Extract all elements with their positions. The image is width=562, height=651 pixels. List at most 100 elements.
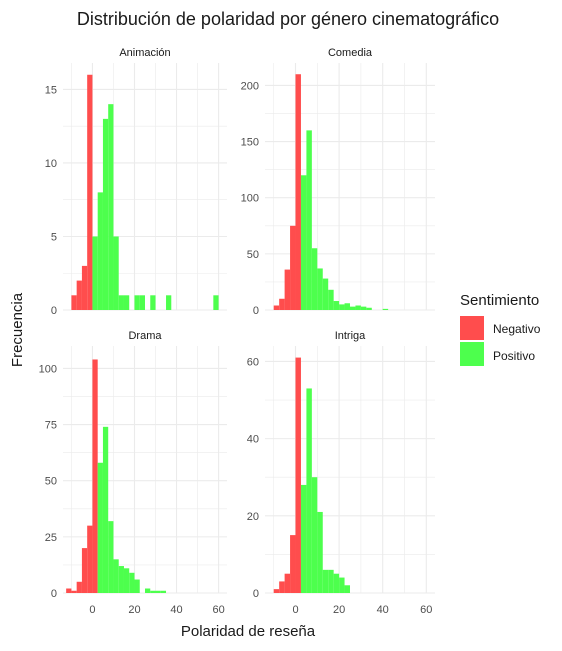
histogram-bar-positivo (118, 295, 124, 310)
histogram-bar-positivo (213, 295, 219, 310)
histogram-bar-positivo (92, 236, 98, 310)
y-tick-label: 40 (247, 434, 259, 446)
histogram-bar-positivo (322, 569, 329, 593)
x-tick-label: 0 (89, 604, 95, 616)
histogram-bar-positivo (108, 104, 114, 311)
histogram-bar-positivo (155, 590, 161, 593)
histogram-bar-positivo (306, 130, 312, 310)
histogram-bar-negativo (295, 357, 301, 593)
legend-label-positivo: Positivo (493, 349, 535, 363)
y-tick-label: 0 (253, 305, 259, 317)
histogram-bar-negativo (295, 74, 301, 311)
y-tick-label: 100 (39, 363, 57, 375)
x-tick-label: 60 (420, 604, 432, 616)
histogram-bar-negativo (66, 588, 72, 593)
histogram-bar-positivo (355, 305, 361, 310)
histogram-bar-positivo (150, 590, 156, 593)
histogram-bar-negativo (284, 573, 291, 593)
histogram-bar-positivo (129, 572, 135, 593)
histogram-bar-positivo (145, 588, 151, 593)
histogram-bar-negativo (81, 265, 88, 310)
histogram-bar-positivo (300, 484, 307, 593)
histogram-bar-positivo (306, 388, 312, 593)
y-tick-label: 50 (45, 476, 57, 488)
legend-label-negativo: Negativo (493, 322, 541, 336)
histogram-bar-negativo (290, 535, 296, 593)
histogram-bar-positivo (322, 278, 329, 310)
histogram-bar-positivo (317, 268, 323, 310)
histogram-bar-positivo (382, 308, 389, 310)
histogram-bar-positivo (139, 295, 145, 310)
histogram-bar-negativo (273, 305, 280, 310)
histogram-bar-positivo (123, 568, 130, 593)
histogram-bar-positivo (328, 569, 334, 593)
histogram-bar-negativo (81, 548, 88, 593)
histogram-bar-positivo (113, 559, 119, 593)
histogram-bar-positivo (102, 426, 109, 593)
histogram-bar-positivo (360, 306, 367, 310)
histogram-bar-positivo (300, 175, 307, 310)
histogram-bar-negativo (284, 269, 291, 310)
y-tick-label: 25 (45, 532, 57, 544)
histogram-bar-positivo (150, 295, 156, 310)
chart-title: Distribución de polaridad por género cin… (77, 9, 499, 29)
facet-3: Intriga 0 20 40 60 0 20 40 60 (247, 330, 435, 616)
legend-key-positivo (460, 342, 484, 366)
histogram-bar-positivo (311, 248, 318, 310)
histogram-bar-positivo (339, 577, 345, 593)
y-tick-label: 75 (45, 420, 57, 432)
histogram-bar-positivo (160, 590, 167, 593)
histogram-bar-positivo (344, 585, 350, 593)
facet-strip-label: Animación (119, 47, 170, 59)
histogram-bar-positivo (113, 236, 119, 310)
y-tick-label: 0 (51, 305, 57, 317)
x-tick-label: 20 (333, 604, 345, 616)
histogram-bar-negativo (279, 581, 285, 593)
histogram-bar-negativo (87, 525, 93, 593)
y-tick-label: 0 (51, 588, 57, 600)
y-tick-label: 150 (241, 137, 259, 149)
histogram-bar-negativo (71, 590, 77, 593)
x-tick-label: 40 (170, 604, 182, 616)
histogram-bar-negativo (92, 359, 98, 593)
histogram-bar-positivo (166, 295, 172, 310)
facet-strip-label: Intriga (335, 330, 366, 342)
x-tick-label: 0 (292, 604, 298, 616)
facet-0: Animación 0 5 10 15 (45, 47, 227, 317)
histogram-bar-positivo (366, 307, 372, 310)
x-tick-label: 60 (212, 604, 224, 616)
y-tick-label: 10 (45, 158, 57, 170)
facet-strip-label: Comedia (328, 47, 373, 59)
y-tick-label: 20 (247, 511, 259, 523)
histogram-bar-positivo (134, 295, 140, 310)
histogram-bar-positivo (118, 566, 124, 593)
histogram-bar-positivo (97, 192, 103, 310)
histogram-bar-positivo (333, 301, 340, 310)
y-axis-label: Frecuencia (9, 292, 26, 367)
histogram-bar-positivo (317, 511, 323, 593)
histogram-bar-negativo (76, 280, 82, 310)
histogram-bar-positivo (339, 304, 345, 310)
facet-1: Comedia 0 50 100 150 200 (241, 47, 435, 317)
histogram-bar-negativo (279, 298, 285, 310)
histogram-bar-positivo (333, 573, 340, 593)
legend-key-negativo (460, 316, 484, 340)
histogram-bar-negativo (290, 225, 296, 310)
histogram-bar-negativo (71, 295, 77, 310)
x-axis-label: Polaridad de reseña (181, 623, 316, 640)
y-tick-label: 15 (45, 84, 57, 96)
y-tick-label: 60 (247, 356, 259, 368)
histogram-bar-positivo (123, 295, 130, 310)
histogram-bar-negativo (273, 589, 280, 593)
legend-title: Sentimiento (460, 292, 539, 309)
y-tick-label: 5 (51, 231, 57, 243)
x-tick-label: 20 (128, 604, 140, 616)
y-tick-label: 0 (253, 588, 259, 600)
y-tick-label: 100 (241, 193, 259, 205)
histogram-bar-positivo (108, 521, 114, 593)
histogram-bar-positivo (102, 118, 109, 310)
histogram-bar-positivo (350, 306, 356, 310)
facet-panels: Animación051015Comedia050100150200Drama0… (39, 47, 435, 616)
histogram-bar-positivo (134, 579, 140, 593)
